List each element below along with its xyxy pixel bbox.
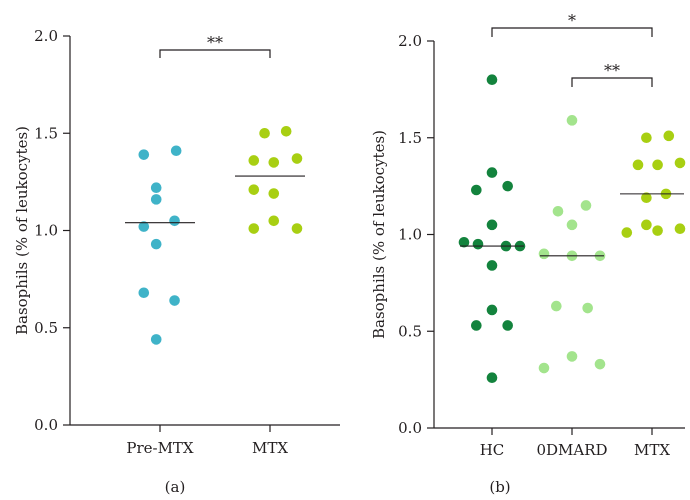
data-point [291, 223, 303, 234]
data-point [138, 221, 150, 232]
data-point [170, 145, 182, 157]
data-point [458, 236, 470, 248]
data-point [502, 320, 513, 331]
data-point [248, 184, 260, 195]
data-point [280, 126, 292, 137]
data-point [551, 300, 562, 312]
y-tick-label: 2.0 [398, 32, 422, 50]
data-point [150, 334, 162, 345]
y-tick-label: 0.0 [34, 416, 58, 434]
significance-label: * [568, 11, 576, 30]
data-point [632, 159, 644, 171]
data-point [169, 295, 180, 306]
data-point [268, 215, 280, 227]
data-point [566, 351, 578, 362]
data-point [268, 188, 280, 199]
panel-a-chart: 0.0 0.5 1.0 1.5 2.0 Basophils (% of leukocyte… [13, 27, 340, 496]
data-point [641, 132, 652, 144]
data-point [641, 219, 652, 231]
data-point [641, 192, 652, 204]
data-point [248, 223, 260, 234]
data-point [472, 238, 484, 250]
data-point [259, 127, 270, 139]
significance-bracket [571, 77, 653, 87]
data-point [486, 167, 498, 178]
y-tick-label: 1.5 [398, 129, 422, 147]
data-point [674, 223, 686, 234]
significance-label: ** [207, 33, 223, 52]
y-axis-title: Basophils (% of leukocytes) [370, 130, 388, 339]
x-category-label: MTX [252, 439, 288, 457]
data-point [566, 115, 578, 126]
data-point [291, 153, 303, 164]
y-tick-label: 0.5 [398, 322, 422, 340]
data-point [652, 159, 663, 171]
data-point [169, 215, 180, 227]
data-point [248, 155, 260, 166]
data-point [138, 287, 150, 299]
y-tick-label: 1.0 [398, 226, 422, 244]
y-tick-label: 2.0 [34, 27, 58, 45]
data-point [621, 227, 633, 238]
data-point [652, 225, 663, 236]
significance-label: ** [604, 61, 620, 80]
x-category-label: 0DMARD [536, 441, 607, 459]
x-category-label: MTX [634, 441, 670, 459]
panel-label: (a) [165, 478, 186, 496]
data-point [471, 184, 482, 196]
data-point [674, 157, 686, 169]
data-point [582, 302, 593, 314]
data-point [486, 260, 498, 271]
panel-b-chart: 0.0 0.5 1.0 1.5 2.0 Basophils (% of leukocyte… [370, 11, 686, 496]
x-category-label: Pre-MTX [126, 439, 194, 457]
data-point [150, 182, 162, 194]
data-point [552, 205, 564, 217]
data-point [138, 149, 150, 160]
data-point [594, 358, 606, 370]
data-point [150, 194, 162, 205]
data-point [486, 372, 498, 383]
data-point [663, 130, 675, 142]
data-point [538, 362, 550, 374]
data-point [471, 320, 482, 331]
y-tick-label: 0.0 [398, 419, 422, 437]
y-axis-title: Basophils (% of leukocytes) [13, 126, 31, 335]
y-tick-label: 0.5 [34, 319, 58, 337]
data-point [268, 157, 280, 168]
data-point [566, 219, 578, 231]
significance-bracket [491, 27, 653, 37]
y-tick-label: 1.5 [34, 124, 58, 142]
data-point [580, 200, 592, 211]
x-category-label: HC [480, 441, 505, 459]
data-point [486, 304, 498, 316]
panel-label: (b) [489, 478, 510, 496]
data-point [150, 238, 162, 250]
data-point [538, 248, 550, 260]
data-point [486, 219, 498, 231]
data-point [486, 74, 498, 85]
data-point [502, 180, 513, 192]
significance-bracket [159, 49, 271, 58]
y-tick-label: 1.0 [34, 222, 58, 240]
